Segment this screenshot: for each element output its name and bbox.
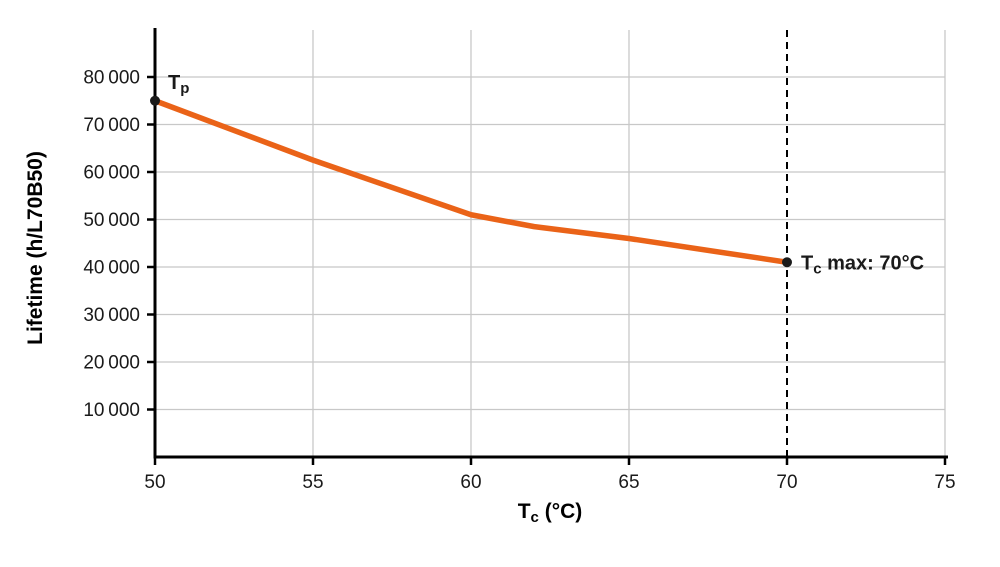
- svg-text:75: 75: [934, 472, 955, 493]
- series-line-lifetime-vs-temperature: [152, 98, 790, 265]
- x-axis-label-unit: (°C): [538, 500, 583, 523]
- axes: [147, 28, 948, 465]
- svg-text:30 000: 30 000: [83, 305, 140, 326]
- x-axis-label-main: T: [517, 500, 531, 523]
- y-axis-label: Lifetime (h/L70B50): [24, 151, 47, 345]
- point-annotation: Tp: [168, 72, 189, 97]
- svg-text:10 000: 10 000: [83, 400, 140, 421]
- x-axis-label: Tc (°C): [155, 500, 945, 526]
- svg-text:65: 65: [618, 472, 639, 493]
- svg-text:80 000: 80 000: [83, 68, 140, 89]
- svg-text:20 000: 20 000: [83, 353, 140, 374]
- svg-text:40 000: 40 000: [83, 258, 140, 279]
- svg-text:55: 55: [302, 472, 323, 493]
- svg-text:70 000: 70 000: [83, 115, 140, 136]
- tick-labels: 10 000 20 000 30 000 40 000 50 000 60 000 70 0…: [83, 68, 955, 494]
- svg-text:50: 50: [144, 472, 165, 493]
- svg-text:60: 60: [460, 472, 481, 493]
- data-point-marker: [782, 257, 792, 268]
- x-axis-label-subscript: c: [530, 509, 539, 526]
- svg-text:70: 70: [776, 472, 797, 493]
- svg-text:50 000: 50 000: [83, 210, 140, 231]
- svg-text:60 000: 60 000: [83, 163, 140, 184]
- point-annotation: Tc max: 70°C: [801, 252, 924, 277]
- data-point-marker: [150, 95, 160, 106]
- gridlines: [155, 30, 946, 457]
